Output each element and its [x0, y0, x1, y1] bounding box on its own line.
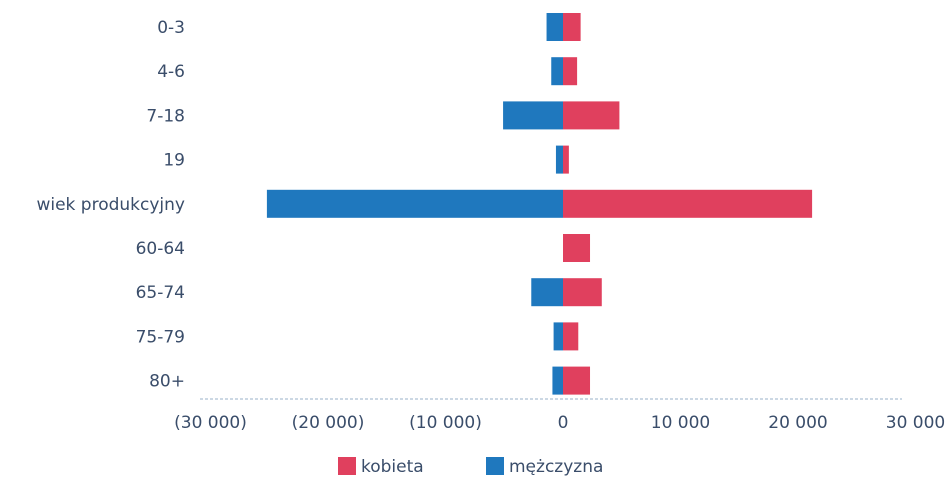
bar-mężczyzna-19: [555, 145, 563, 174]
legend-label-kobieta: kobieta: [361, 457, 424, 477]
bar-mężczyzna-wiek-produkcyjny: [266, 189, 563, 218]
bar-mężczyzna-80: [552, 366, 563, 395]
category-label-4-6: 4-6: [157, 62, 185, 82]
category-label-65-74: 65-74: [136, 283, 185, 303]
bar-mężczyzna-75-79: [553, 322, 563, 351]
bars-group: [266, 13, 813, 395]
category-label-60-64: 60-64: [136, 239, 185, 259]
x-tick-label: (20 000): [292, 413, 365, 433]
category-label-75-79: 75-79: [136, 327, 185, 347]
bar-mężczyzna-4-6: [551, 57, 563, 86]
x-tick-label: 30 000: [886, 413, 945, 433]
bar-kobieta-65-74: [563, 278, 602, 307]
legend-label-mężczyzna: mężczyzna: [509, 457, 603, 477]
bar-mężczyzna-65-74: [531, 278, 563, 307]
category-label-19: 19: [163, 151, 185, 171]
bar-kobieta-4-6: [563, 57, 578, 86]
category-label-wiek-produkcyjny: wiek produkcyjny: [36, 195, 185, 215]
category-label-0-3: 0-3: [157, 18, 185, 38]
x-tick-label: 20 000: [768, 413, 827, 433]
bar-kobieta-80: [563, 366, 591, 395]
bar-mężczyzna-0-3: [546, 13, 563, 41]
bar-kobieta-75-79: [563, 322, 579, 351]
category-label-7-18: 7-18: [146, 106, 185, 126]
x-tick-label: 0: [558, 413, 569, 433]
bar-kobieta-wiek-produkcyjny: [563, 189, 813, 218]
bar-kobieta-60-64: [563, 234, 591, 262]
x-tick-labels: (30 000) (20 000) (10 000) 0 10 000 20 000 30 …: [174, 413, 945, 433]
category-labels: 0-3 4-6 7-18 19 wiek produkcyjny 60-64 65-74 75…: [36, 18, 185, 392]
legend-swatch-mężczyzna: [486, 457, 504, 475]
x-tick-label: (30 000): [174, 413, 247, 433]
x-tick-label: (10 000): [409, 413, 482, 433]
legend-swatch-kobieta: [338, 457, 356, 475]
bar-kobieta-19: [563, 145, 569, 174]
bar-kobieta-7-18: [563, 101, 620, 130]
legend: kobieta mężczyzna: [338, 457, 603, 477]
category-label-80: 80+: [149, 372, 185, 392]
x-tick-label: 10 000: [651, 413, 710, 433]
bar-mężczyzna-7-18: [503, 101, 563, 130]
bar-kobieta-0-3: [563, 13, 581, 41]
